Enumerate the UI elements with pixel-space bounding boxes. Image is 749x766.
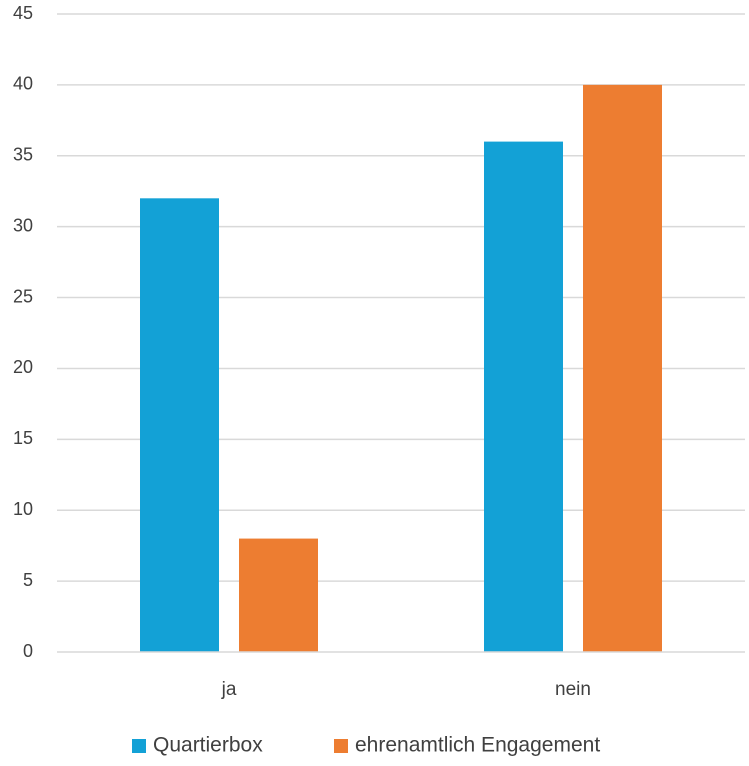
y-axis-tick-labels: 0 5 10 15 20 25 30 35 40 45 bbox=[13, 3, 33, 661]
x-axis-category-labels: ja nein bbox=[221, 679, 591, 700]
bar-nein-series-1 bbox=[583, 84, 662, 652]
y-tick-label: 35 bbox=[13, 145, 33, 165]
bars bbox=[140, 84, 662, 653]
bar-ja-series-1 bbox=[239, 538, 318, 652]
legend: Quartierbox ehrenamtlich Engagement bbox=[132, 734, 600, 757]
legend-swatch bbox=[132, 739, 146, 753]
y-tick-label: 25 bbox=[13, 286, 33, 306]
y-tick-label: 5 bbox=[23, 570, 33, 590]
y-tick-label: 40 bbox=[13, 74, 33, 94]
bar-ja-series-0 bbox=[140, 198, 219, 653]
bar-nein-series-0 bbox=[484, 141, 563, 652]
x-category-label: nein bbox=[555, 679, 591, 700]
legend-label: Quartierbox bbox=[153, 734, 263, 757]
y-tick-label: 10 bbox=[13, 499, 33, 519]
legend-label: ehrenamtlich Engagement bbox=[355, 734, 600, 757]
x-category-label: ja bbox=[221, 679, 237, 700]
y-tick-label: 0 bbox=[23, 641, 33, 661]
y-tick-label: 45 bbox=[13, 3, 33, 23]
y-tick-label: 20 bbox=[13, 357, 33, 377]
legend-swatch bbox=[334, 739, 348, 753]
y-tick-label: 30 bbox=[13, 215, 33, 235]
y-tick-label: 15 bbox=[13, 428, 33, 448]
